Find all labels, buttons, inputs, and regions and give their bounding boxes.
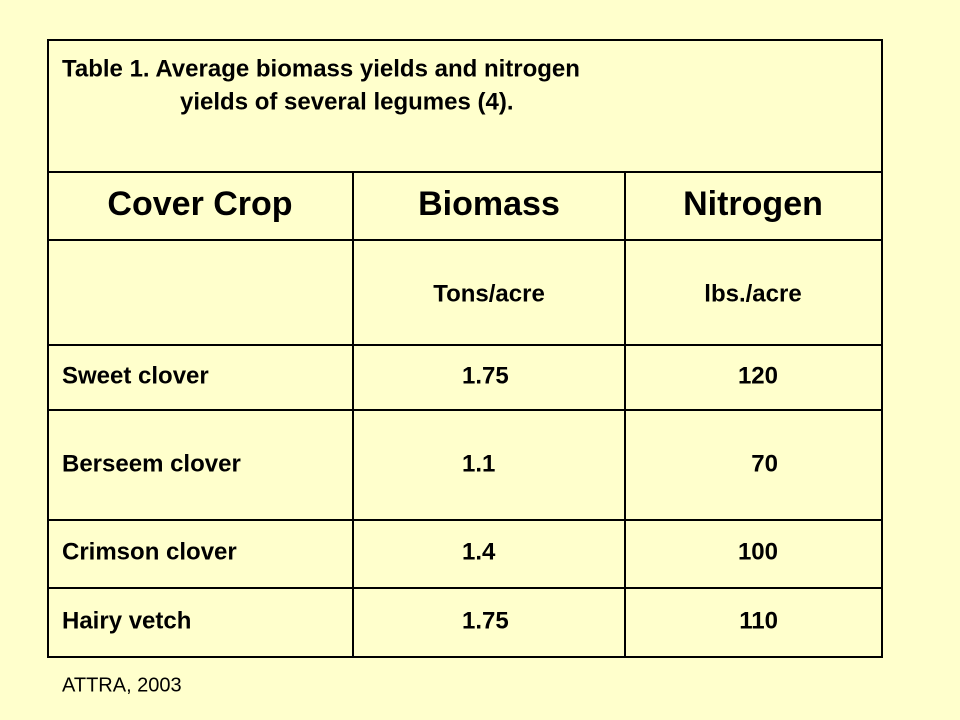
source: ATTRA, 2003 bbox=[62, 674, 182, 696]
cell: 100 bbox=[738, 538, 778, 565]
table-border bbox=[47, 39, 883, 658]
row-label: Hairy vetch bbox=[62, 607, 191, 634]
header-cell: Cover Crop bbox=[107, 185, 292, 223]
row-label: Sweet clover bbox=[62, 362, 209, 389]
header-cell: Nitrogen bbox=[683, 185, 823, 223]
table-title: yields of several legumes (4). bbox=[180, 88, 513, 115]
unit-cell: lbs./acre bbox=[704, 280, 801, 307]
cell: 1.4 bbox=[462, 538, 496, 565]
row-label: Berseem clover bbox=[62, 450, 241, 477]
cell: 120 bbox=[738, 362, 778, 389]
cell: 1.75 bbox=[462, 362, 509, 389]
header-cell: Biomass bbox=[418, 185, 560, 223]
cell: 1.1 bbox=[462, 450, 495, 477]
unit-cell: Tons/acre bbox=[433, 280, 545, 307]
cell: 70 bbox=[751, 450, 778, 477]
table-title: Table 1. Average biomass yields and nitr… bbox=[62, 55, 580, 82]
row-label: Crimson clover bbox=[62, 538, 237, 565]
cell: 110 bbox=[739, 607, 778, 634]
cell: 1.75 bbox=[462, 607, 509, 634]
